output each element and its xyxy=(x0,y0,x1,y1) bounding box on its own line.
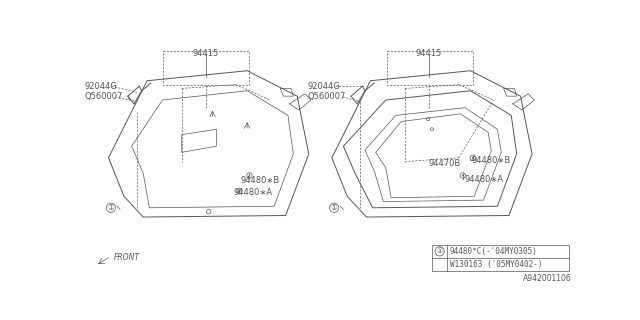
Text: 94480∗A: 94480∗A xyxy=(464,175,504,184)
Text: FRONT: FRONT xyxy=(114,253,140,262)
Text: 92044G: 92044G xyxy=(308,82,340,91)
Text: 94470B: 94470B xyxy=(428,159,460,168)
Text: ①: ① xyxy=(108,203,115,212)
Text: 94480∗B: 94480∗B xyxy=(472,156,511,164)
Text: A942001106: A942001106 xyxy=(524,274,572,283)
Text: 94415: 94415 xyxy=(416,49,442,58)
Text: 92044G: 92044G xyxy=(84,82,117,91)
Text: 94480∗B: 94480∗B xyxy=(241,176,280,185)
Text: ①: ① xyxy=(331,203,337,212)
Text: 94480∗A: 94480∗A xyxy=(234,188,273,197)
Circle shape xyxy=(462,175,463,176)
Circle shape xyxy=(249,175,250,176)
Circle shape xyxy=(472,157,474,158)
Text: 94480*C(-'04MY0305): 94480*C(-'04MY0305) xyxy=(450,247,538,256)
Text: Q560007: Q560007 xyxy=(308,92,346,101)
Text: Q560007: Q560007 xyxy=(84,92,123,101)
Circle shape xyxy=(239,190,240,192)
Text: ①: ① xyxy=(436,248,443,254)
Text: W130163 ('05MY0402-): W130163 ('05MY0402-) xyxy=(450,260,542,269)
Bar xyxy=(432,245,569,271)
Text: 94415: 94415 xyxy=(193,49,219,58)
